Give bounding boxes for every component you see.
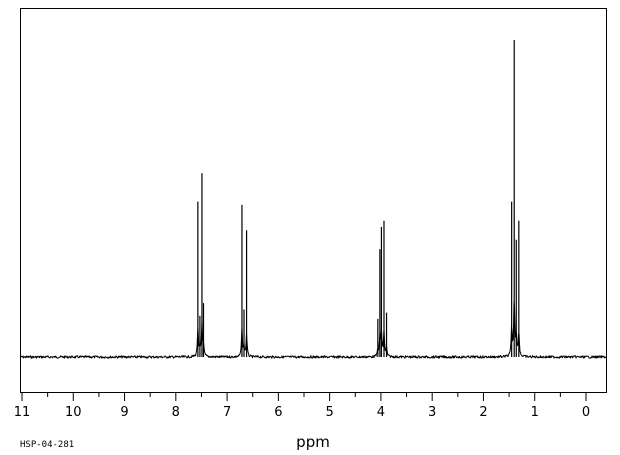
x-tick-label: 3 [428,405,436,420]
x-axis-ticks [21,392,587,401]
x-tick-label: 11 [14,405,31,420]
x-tick-label: 6 [274,405,282,420]
spectrum-peaks [197,40,520,357]
x-tick-label: 4 [377,405,385,420]
plot-frame [20,8,607,393]
x-tick-label: 8 [172,405,180,420]
sample-code-label: HSP-04-281 [20,440,74,450]
x-tick-label: 10 [65,405,82,420]
x-tick-label: 7 [223,405,231,420]
x-axis-tick-labels: 11 10 9 8 7 6 5 4 3 2 1 0 [14,405,590,420]
x-tick-label: 9 [120,405,128,420]
x-tick-label: 5 [325,405,333,420]
x-axis-title: ppm [296,433,330,451]
x-tick-label: 0 [582,405,590,420]
spectrum-trace [19,301,607,359]
x-tick-label: 2 [479,405,487,420]
x-tick-label: 1 [531,405,539,420]
